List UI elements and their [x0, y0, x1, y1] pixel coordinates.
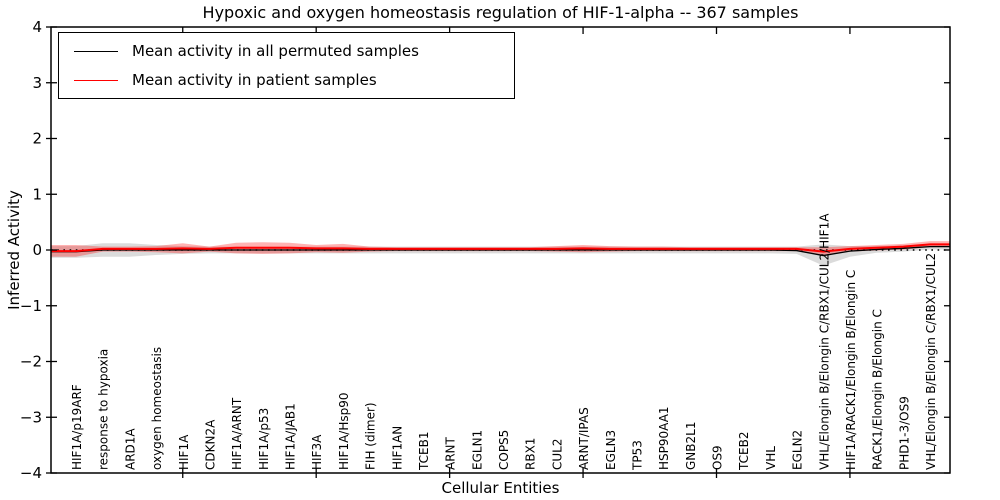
x-tick-label: RACK1/Elongin B/Elongin C [871, 309, 885, 470]
legend: Mean activity in all permuted samples Me… [58, 32, 515, 99]
y-tick-label: 1 [32, 185, 42, 203]
x-tick-label: HIF1A [177, 434, 191, 470]
x-tick-label: CDKN2A [203, 419, 217, 470]
legend-entry-permuted: Mean activity in all permuted samples [59, 41, 514, 61]
x-tick-label: VHL [764, 446, 778, 470]
x-tick-label: TCEB1 [417, 432, 431, 471]
x-tick-label: VHL/Elongin B/Elongin C/RBX1/CUL2/HIF1A [817, 213, 831, 470]
x-tick-label: OS9 [711, 445, 725, 470]
x-tick-label: HSP90AA1 [657, 406, 671, 470]
x-tick-label: oxygen homeostasis [150, 347, 164, 470]
x-axis-label: Cellular Entities [441, 479, 560, 497]
y-tick-label: 2 [32, 130, 42, 148]
y-tick-label: 3 [32, 74, 42, 92]
patient-mean-line [51, 243, 950, 253]
y-tick-label: −4 [20, 464, 42, 482]
x-tick-label: HIF1A/p53 [257, 408, 271, 470]
permuted-mean-line [51, 246, 950, 257]
x-tick-label: HIF3A [310, 434, 324, 470]
chart-title: Hypoxic and oxygen homeostasis regulatio… [202, 3, 799, 22]
legend-label-permuted: Mean activity in all permuted samples [132, 42, 419, 60]
x-tick-label: ARD1A [123, 428, 137, 470]
x-tick-label: VHL/Elongin B/Elongin C/RBX1/CUL2 [924, 253, 938, 470]
legend-line-permuted-icon [74, 50, 118, 52]
x-tick-label: CUL2 [550, 439, 564, 470]
legend-entry-patient: Mean activity in patient samples [59, 70, 514, 90]
y-tick-label: 4 [32, 18, 42, 36]
x-tick-label: COPS5 [497, 430, 511, 470]
x-tick-label: EGLN2 [791, 430, 805, 470]
x-tick-label: PHD1-3/OS9 [897, 396, 911, 470]
x-tick-label: ARNT [444, 436, 458, 470]
y-tick-label: −2 [20, 353, 42, 371]
x-tick-label: TCEB2 [737, 432, 751, 471]
x-tick-label: RBX1 [524, 438, 538, 470]
x-tick-label: HIF1A/Hsp90 [337, 392, 351, 470]
x-tick-label: response to hypoxia [97, 349, 111, 470]
y-tick-label: 0 [32, 241, 42, 259]
x-tick-label: ARNT/IPAS [577, 407, 591, 470]
x-tick-label: GNB2L1 [684, 422, 698, 470]
x-tick-label: HIF1AN [390, 426, 404, 470]
y-axis-label: Inferred Activity [5, 190, 23, 310]
legend-line-patient-icon [74, 79, 118, 81]
x-tick-label: HIF1A/p19ARF [70, 384, 84, 470]
y-tick-label: −3 [20, 408, 42, 426]
x-tick-label: HIF1A/ARNT [230, 397, 244, 470]
legend-label-patient: Mean activity in patient samples [132, 71, 377, 89]
x-tick-label: HIF1A/JAB1 [284, 403, 298, 470]
x-tick-label: HIF1A/RACK1/Elongin B/Elongin C [844, 270, 858, 470]
x-tick-label: EGLN1 [470, 430, 484, 470]
x-tick-label: TP53 [630, 440, 644, 471]
y-tick-label: −1 [20, 297, 42, 315]
x-tick-label: FIH (dimer) [364, 402, 378, 470]
x-tick-label: EGLN3 [604, 430, 618, 470]
